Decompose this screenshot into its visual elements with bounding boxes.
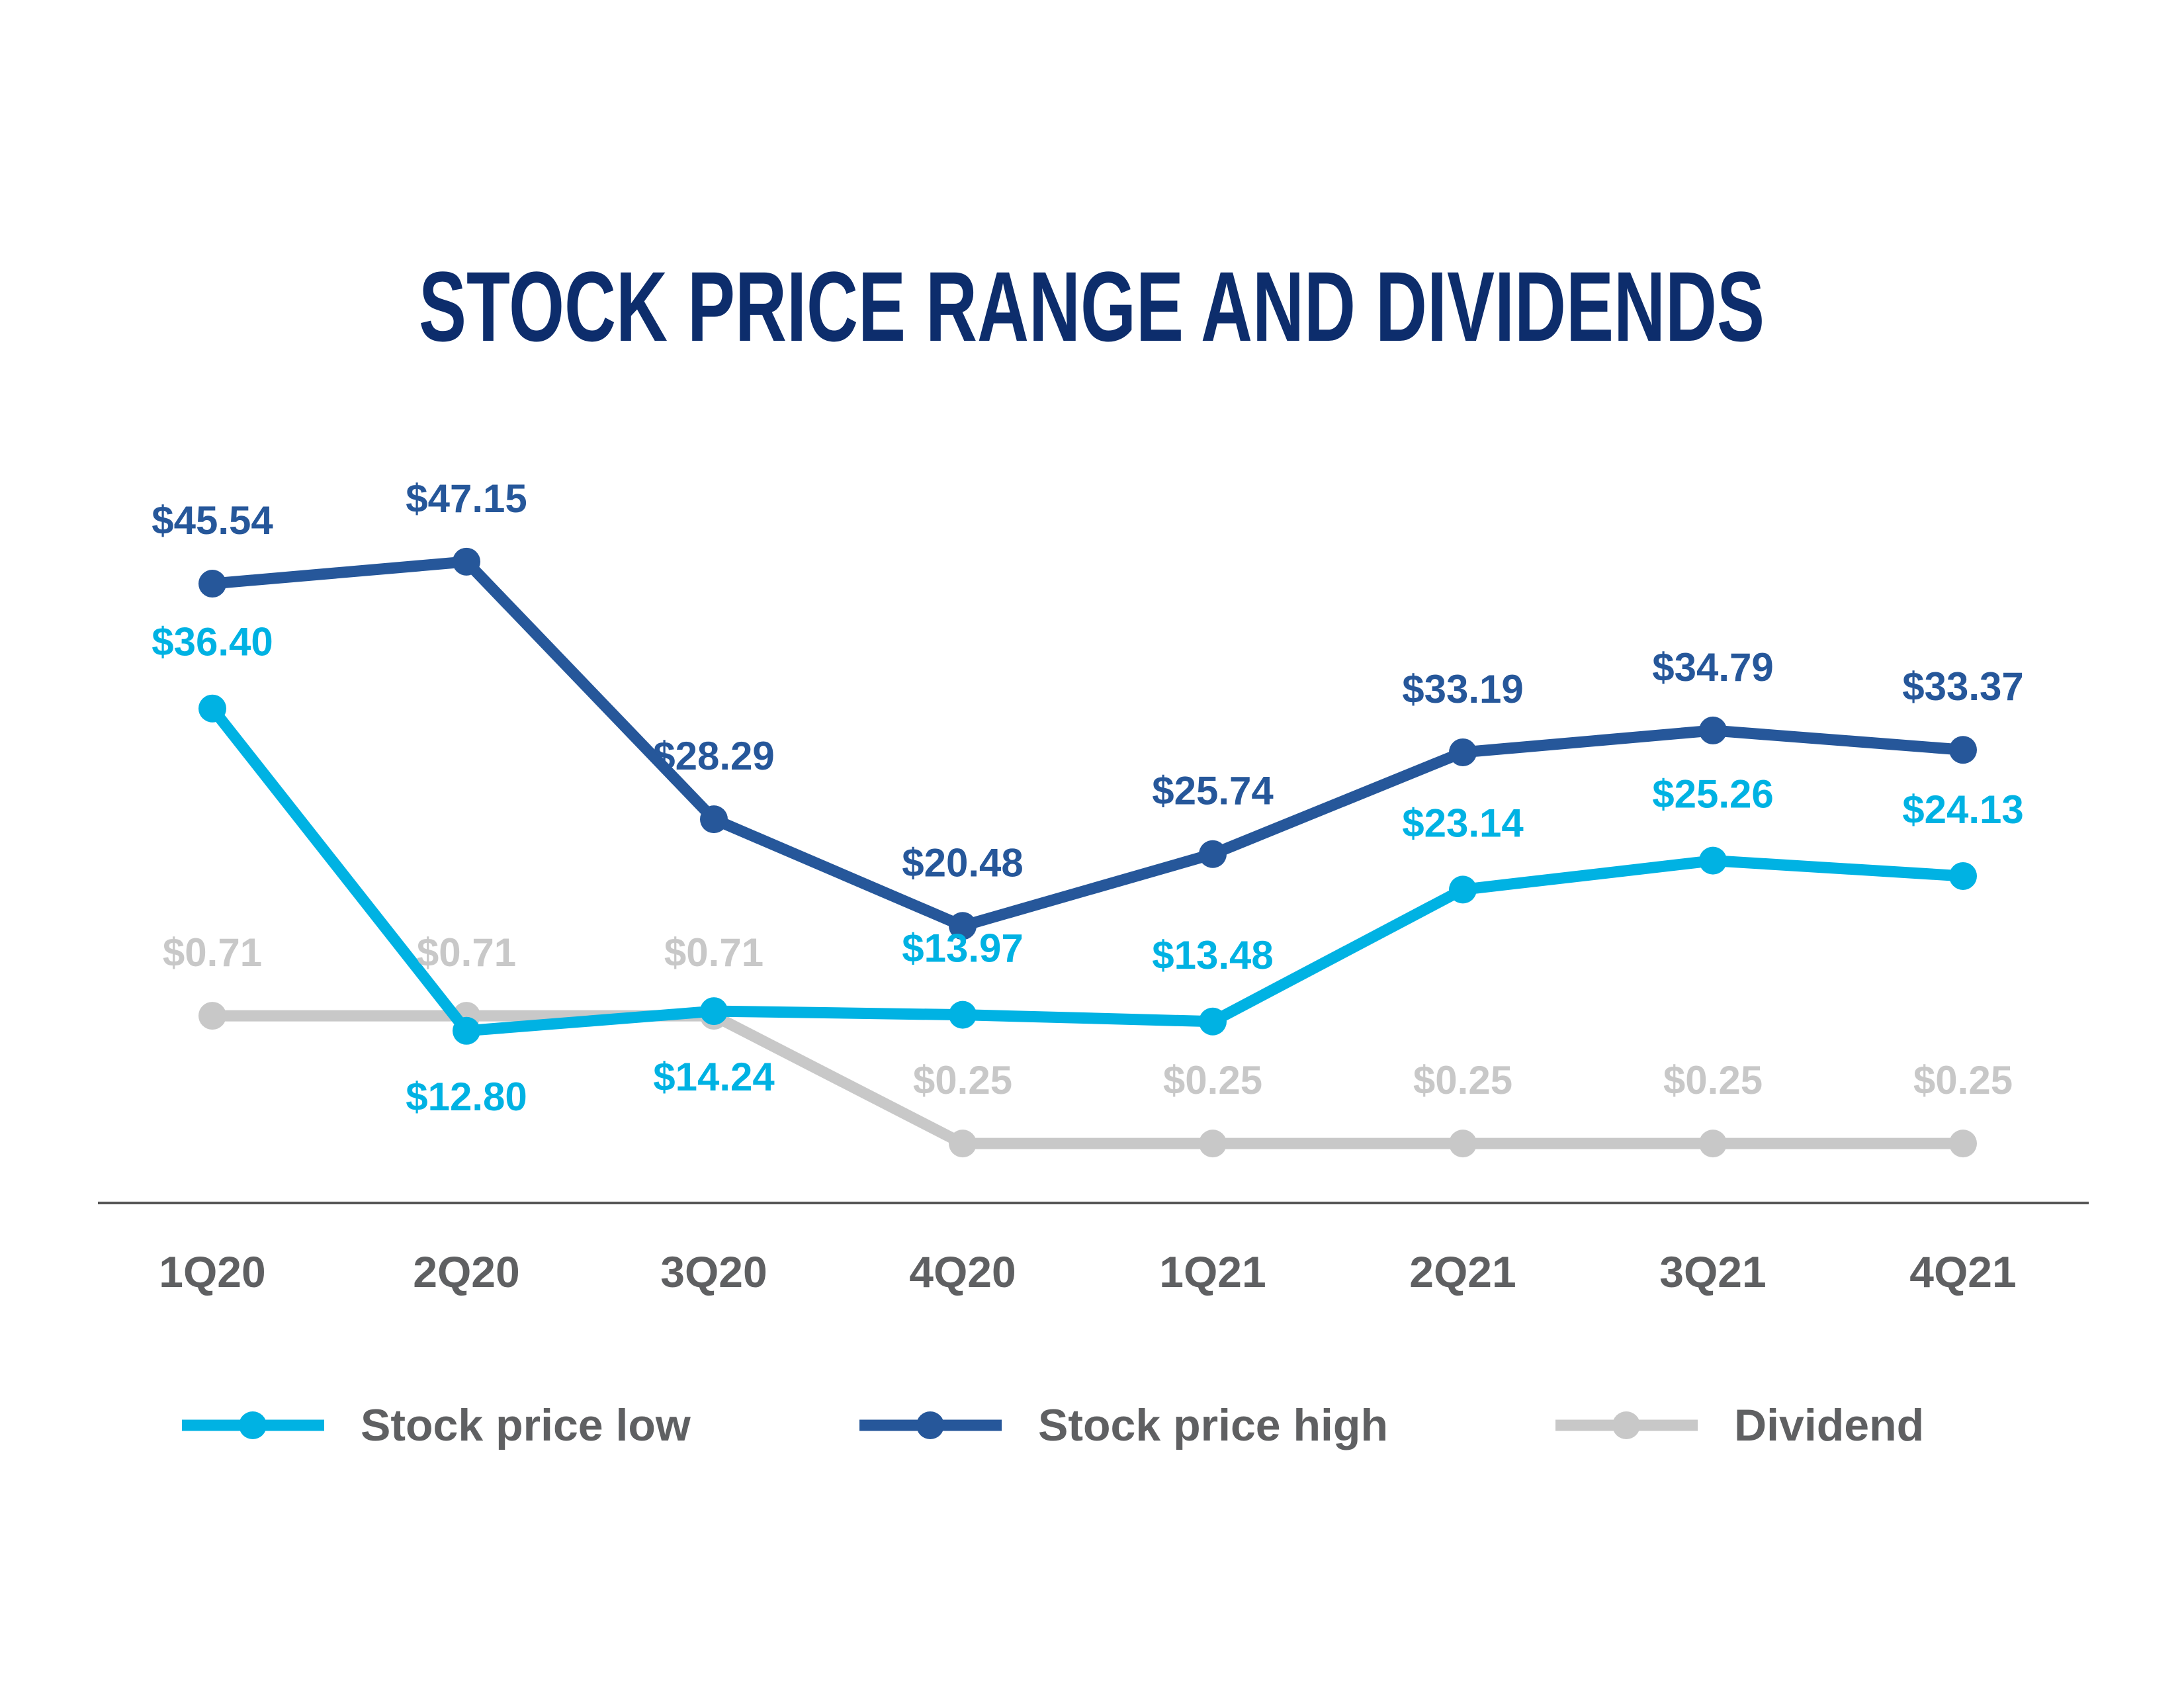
data-label: $28.29 (653, 734, 775, 778)
data-point (1199, 1130, 1227, 1158)
data-label: $0.25 (1163, 1058, 1262, 1102)
data-point (198, 1002, 226, 1030)
data-point (1449, 738, 1477, 766)
data-point (1449, 1130, 1477, 1158)
x-tick-label: 1Q21 (1159, 1247, 1266, 1296)
legend-swatch-marker (1612, 1411, 1640, 1439)
x-tick-label: 4Q21 (1909, 1247, 2016, 1296)
data-label: $0.71 (664, 930, 764, 975)
data-label: $33.19 (1402, 667, 1524, 711)
series-line (212, 1010, 1963, 1149)
data-label: $25.74 (1152, 769, 1274, 813)
legend-swatch-marker (916, 1411, 944, 1439)
data-point (949, 912, 977, 940)
legend-item: Stock price low (182, 1400, 691, 1450)
data-point (1949, 1130, 1977, 1158)
data-point (700, 997, 728, 1026)
legend-label: Stock price high (1038, 1400, 1388, 1450)
data-label: $0.25 (1913, 1058, 2013, 1102)
legend-label: Stock price low (361, 1400, 691, 1450)
data-point (949, 1130, 977, 1158)
legend-item: Stock price high (859, 1400, 1388, 1450)
data-point (1699, 1130, 1727, 1158)
legend-swatch-marker (239, 1411, 267, 1439)
chart-title: STOCK PRICE RANGE AND DIVIDENDS (419, 251, 1765, 363)
data-label: $36.40 (152, 620, 273, 664)
x-tick-label: 3Q20 (660, 1247, 767, 1296)
data-label: $0.71 (417, 930, 516, 975)
data-label: $25.26 (1652, 772, 1774, 817)
data-label: $23.14 (1402, 801, 1524, 845)
x-tick-label: 2Q21 (1409, 1247, 1516, 1296)
data-label: $47.15 (406, 476, 527, 521)
data-point (1199, 840, 1227, 868)
data-point (453, 1016, 480, 1045)
data-point (1449, 875, 1477, 904)
x-tick-label: 1Q20 (159, 1247, 265, 1296)
data-point (1699, 716, 1727, 744)
series-line (212, 556, 1964, 932)
x-tick-label: 4Q20 (909, 1247, 1016, 1296)
x-tick-label: 2Q20 (413, 1247, 519, 1296)
data-label: $34.79 (1652, 645, 1774, 689)
data-label: $0.25 (913, 1058, 1012, 1102)
data-point (949, 1000, 977, 1029)
legend-item: Dividend (1555, 1400, 1924, 1450)
data-label: $33.37 (1902, 664, 2024, 709)
series-line (208, 705, 1964, 1037)
data-label: $12.80 (406, 1075, 527, 1119)
data-point (198, 570, 226, 598)
data-label: $0.71 (163, 930, 262, 975)
data-label: $13.48 (1152, 933, 1274, 977)
x-tick-label: 3Q21 (1659, 1247, 1766, 1296)
data-label: $14.24 (653, 1055, 775, 1099)
data-label: $45.54 (152, 498, 273, 543)
data-point (1199, 1007, 1227, 1036)
data-label: $0.25 (1663, 1058, 1763, 1102)
data-point (1699, 846, 1727, 875)
data-point (453, 547, 480, 576)
data-label: $24.13 (1902, 787, 2024, 832)
data-point (1949, 862, 1977, 890)
data-point (198, 694, 226, 723)
series-stock-price-high (198, 547, 1977, 940)
data-label: $13.97 (902, 926, 1024, 971)
data-label: $0.25 (1413, 1058, 1512, 1102)
legend-label: Dividend (1734, 1400, 1924, 1450)
series-stock-price-low (198, 694, 1977, 1045)
data-point (1949, 736, 1977, 764)
data-label: $20.48 (902, 840, 1024, 885)
data-point (700, 805, 728, 834)
